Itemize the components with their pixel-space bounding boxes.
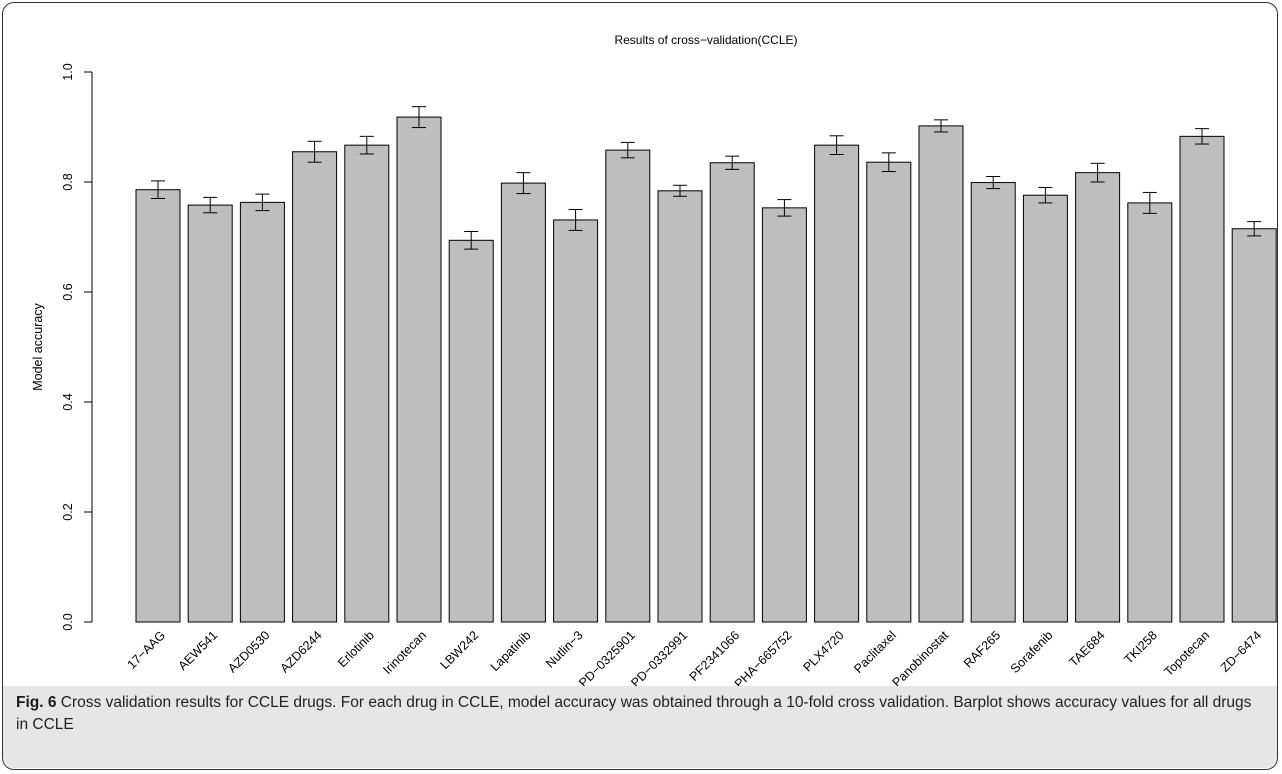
bar (866, 161, 912, 623)
x-tick-label: Sorafenib (1008, 628, 1056, 676)
bar (1179, 135, 1225, 623)
bar (1231, 228, 1277, 623)
y-tick-label: 0.2 (61, 503, 75, 520)
bar-chart: Results of cross−validation(CCLE) Model … (31, 33, 1277, 690)
x-tick-label: 17−AAG (125, 628, 169, 672)
x-tick-label: AZD6244 (277, 628, 324, 675)
caption-band (3, 686, 1277, 768)
x-tick-label: Nutlin−3 (543, 628, 586, 671)
caption-text: Cross validation results for CCLE drugs.… (16, 694, 1252, 733)
bar (553, 219, 599, 623)
bars-group (135, 106, 1277, 623)
x-tick-label: RAF265 (961, 628, 1003, 670)
x-tick-label: PLX4720 (800, 628, 846, 674)
bar (1127, 202, 1173, 623)
y-tick-label: 0.4 (61, 393, 75, 410)
bar (448, 239, 494, 623)
y-tick-label: 1.0 (61, 63, 75, 80)
bar (605, 149, 651, 623)
x-tick-label: Topotecan (1161, 628, 1212, 679)
y-axis: 0.0 0.2 0.4 0.6 0.8 1.0 (61, 63, 93, 631)
bar (135, 189, 181, 623)
bar (709, 162, 755, 623)
bar (239, 201, 285, 623)
x-tick-label: LBW242 (438, 628, 482, 672)
bar (761, 207, 807, 623)
figure-label: Fig. 6 (16, 694, 57, 711)
bar (918, 125, 964, 623)
bar (814, 144, 860, 623)
x-tick-label: Panobinostat (890, 628, 952, 690)
x-tick-label: Irinotecan (380, 628, 429, 677)
y-axis-label: Model accuracy (31, 302, 45, 390)
figure-caption: Fig. 6 Cross validation results for CCLE… (16, 692, 1266, 736)
chart-title: Results of cross−validation(CCLE) (614, 33, 797, 47)
bar (970, 182, 1016, 623)
x-tick-label: PF2341066 (687, 628, 743, 684)
bar (344, 144, 390, 623)
x-tick-label: PD−0332991 (628, 628, 690, 690)
x-tick-label: Lapatinib (488, 628, 534, 674)
x-tick-label: Erlotinib (335, 628, 377, 670)
bar (500, 182, 546, 623)
y-tick-label: 0.8 (61, 173, 75, 190)
bar (657, 190, 703, 623)
x-tick-label: ZD−6474 (1218, 628, 1265, 675)
bar (1075, 172, 1121, 623)
x-tick-labels: 17−AAG AEW541 AZD0530 AZD6244 Erlotinib Irino… (125, 628, 1265, 690)
y-tick-label: 0.6 (61, 283, 75, 300)
bar (292, 151, 338, 623)
x-tick-label: TKI258 (1122, 628, 1160, 666)
x-tick-label: TAE684 (1067, 628, 1108, 669)
x-tick-label: Paclitaxel (851, 628, 899, 676)
bar (1022, 194, 1068, 623)
x-tick-label: AZD0530 (225, 628, 272, 675)
x-tick-label: AEW541 (176, 628, 221, 673)
bar (396, 116, 442, 623)
y-tick-label: 0.0 (61, 613, 75, 630)
bar (187, 204, 233, 623)
